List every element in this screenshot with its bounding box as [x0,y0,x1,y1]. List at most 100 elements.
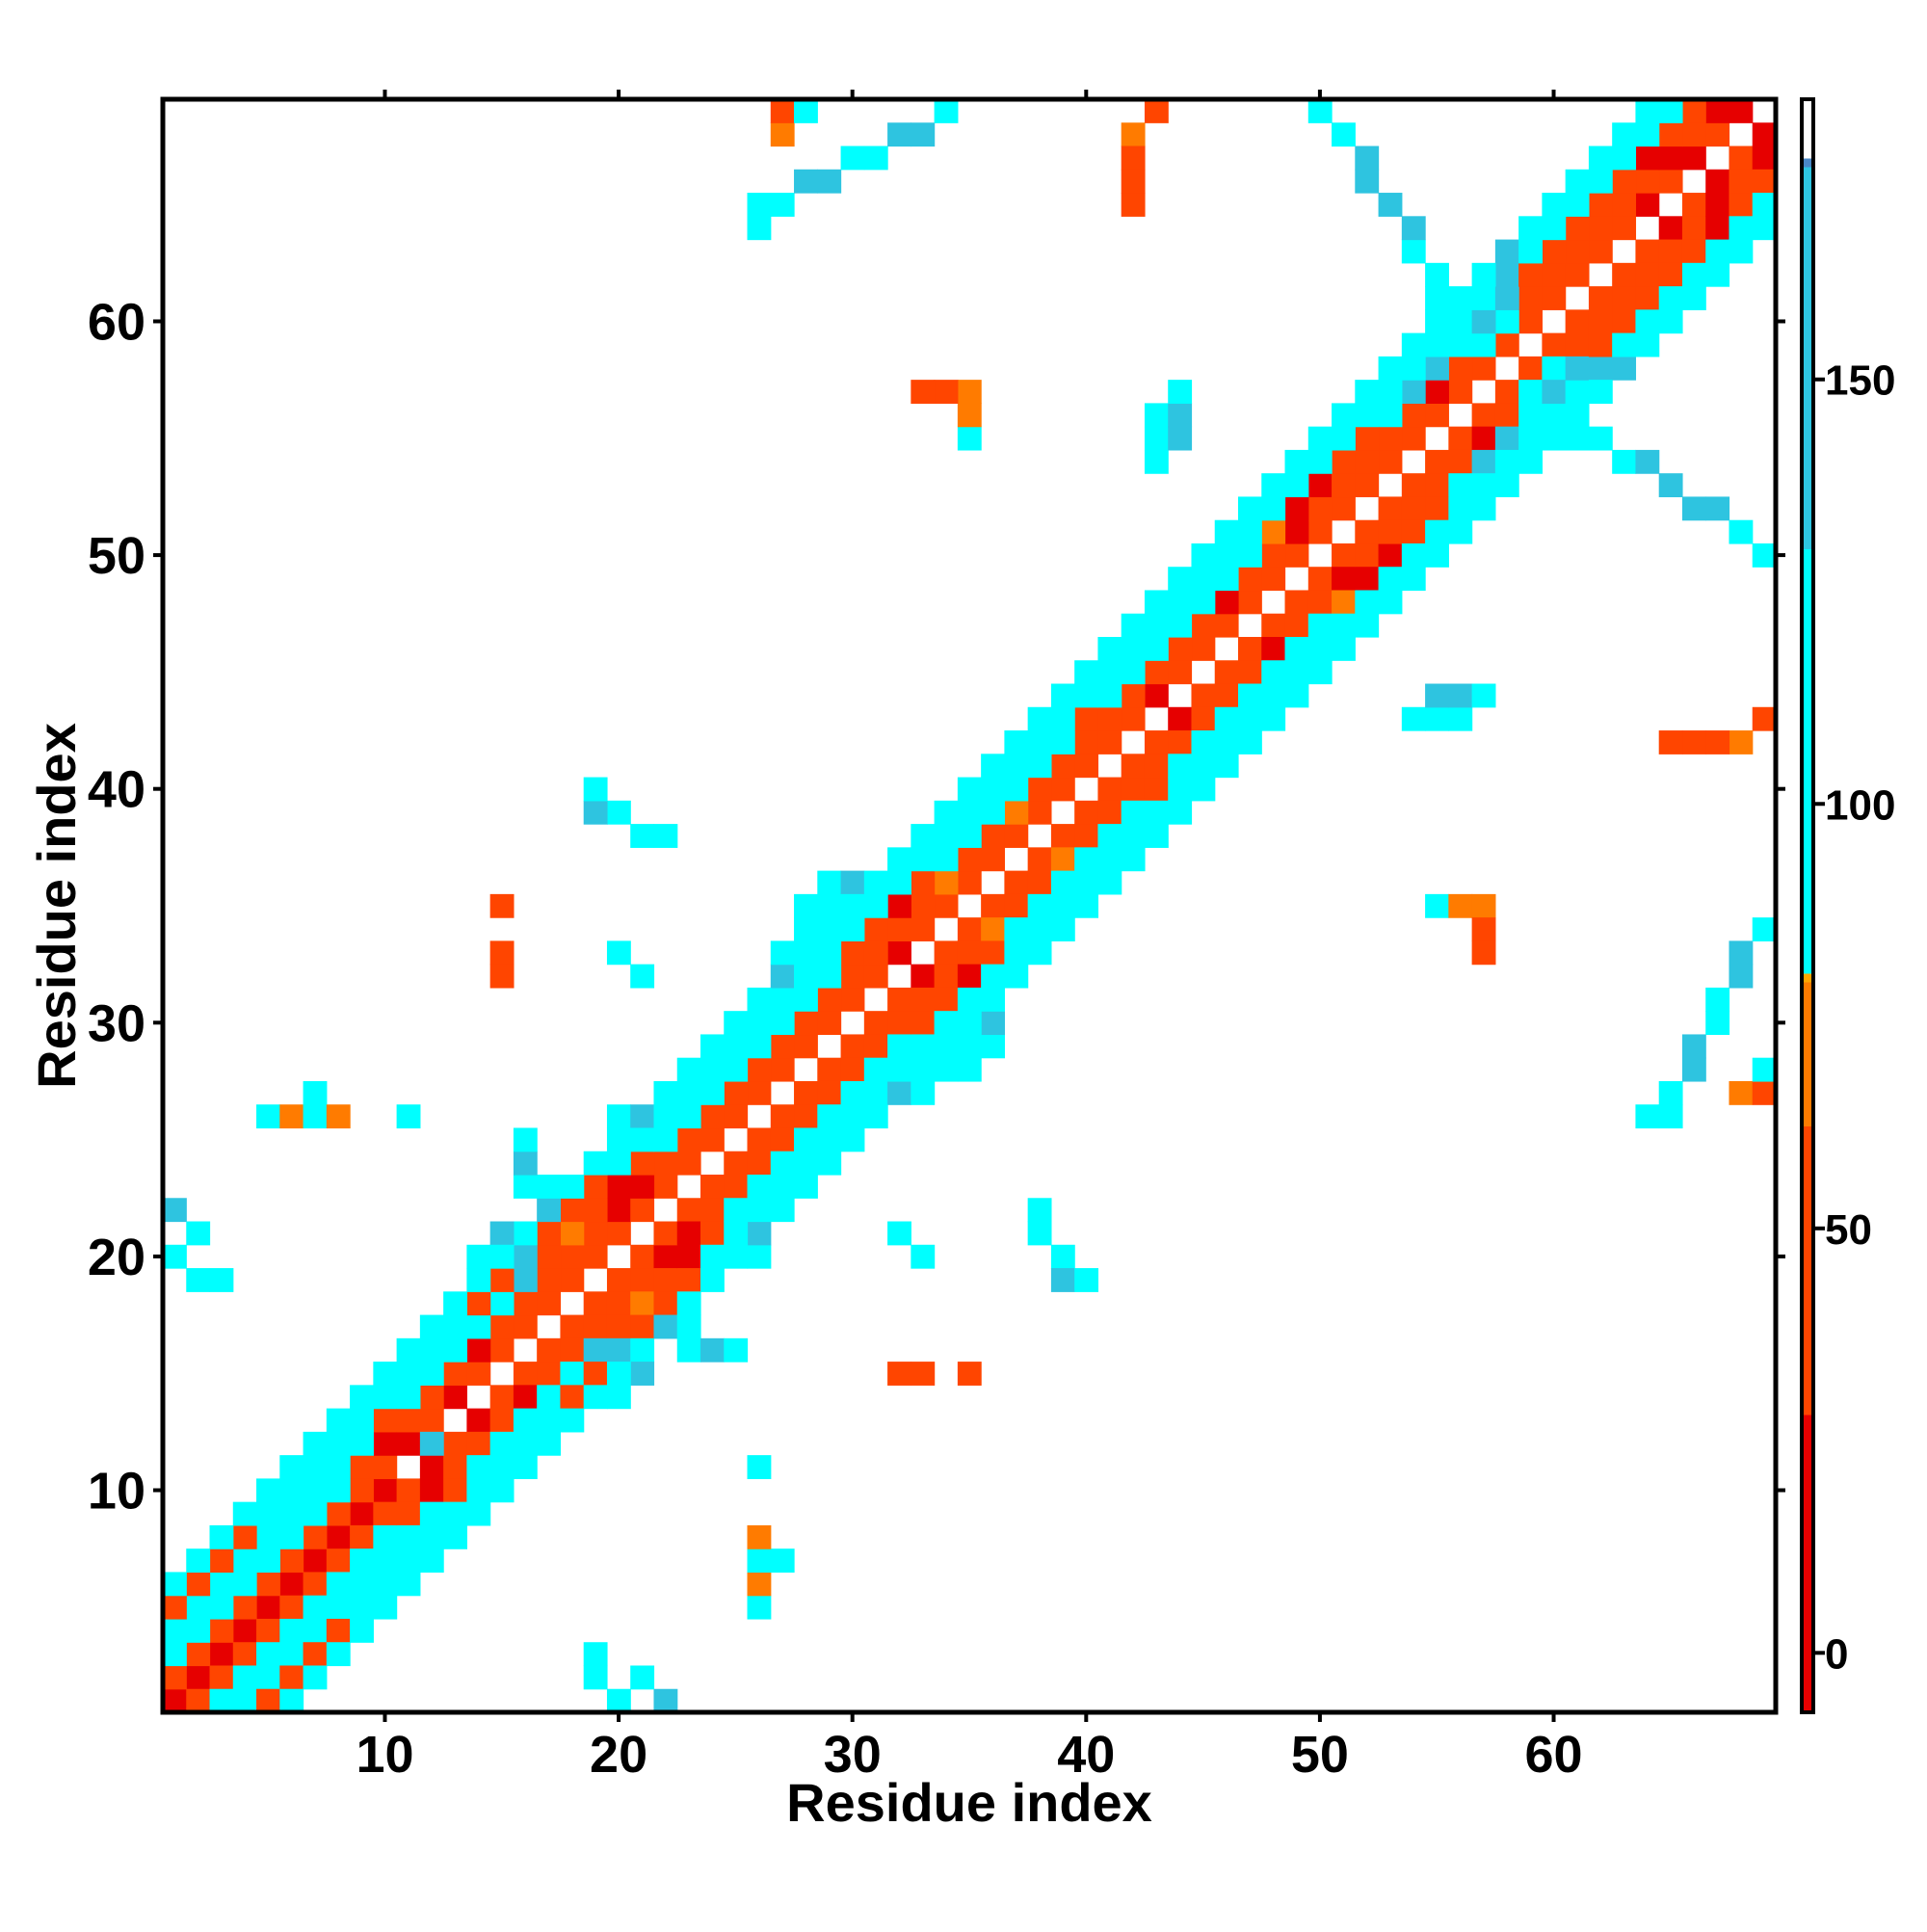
heatmap-cell [1635,169,1660,194]
heatmap-cell [606,1385,631,1410]
heatmap-cell [653,824,678,848]
heatmap-cell [981,940,1005,966]
heatmap-cell [489,1408,515,1433]
heatmap-cell [747,1198,772,1223]
heatmap-cell [911,893,936,918]
heatmap-cell [1214,754,1239,779]
heatmap-cell [1401,706,1426,731]
heatmap-cell [1050,730,1075,754]
heatmap-cell [1681,122,1706,147]
heatmap-cell [1401,380,1426,404]
heatmap-cell [1448,473,1473,498]
heatmap-cell [1612,356,1637,381]
heatmap-cell [1542,356,1567,381]
heatmap-cell [606,800,631,825]
heatmap-cell [1635,286,1660,310]
heatmap-cell [1121,683,1146,708]
heatmap-cell [1494,426,1519,451]
heatmap-cell [770,1548,795,1574]
heatmap-cell [209,1618,234,1643]
heatmap-cell [1752,917,1777,941]
heatmap-cell [326,1618,351,1643]
heatmap-cell [934,1034,959,1059]
heatmap-cell [1752,122,1777,147]
heatmap-cell [419,1408,444,1433]
heatmap-cell [1635,449,1660,474]
heatmap-cell [1355,169,1380,194]
heatmap-cell [186,1221,211,1246]
heatmap-cell [1004,964,1029,989]
heatmap-cell [911,1057,936,1082]
heatmap-cell [396,1501,421,1526]
heatmap-cell [1307,590,1333,615]
heatmap-cell [1681,262,1706,287]
heatmap-cell [1658,1104,1683,1129]
heatmap-cell [1542,332,1567,357]
heatmap-cell [863,917,888,941]
heatmap-cell [630,824,655,848]
heatmap-cell [630,1314,655,1339]
heatmap-cell [957,380,982,404]
heatmap-cell [630,1198,655,1223]
heatmap-cell [1332,637,1356,661]
heatmap-cell [887,987,911,1012]
heatmap-cell [770,1034,795,1059]
heatmap-cell [326,1431,351,1456]
heatmap-cell [232,1665,257,1690]
heatmap-cell [887,1057,911,1082]
heatmap-cell [1612,193,1637,217]
heatmap-cell [1518,262,1543,287]
heatmap-cell [232,1618,257,1643]
heatmap-cell [443,1431,467,1456]
heatmap-cell [630,1175,655,1199]
heatmap-cell [1494,262,1519,287]
heatmap-cell [653,1104,678,1129]
heatmap-cell [303,1104,328,1129]
heatmap-cell [840,870,865,895]
heatmap-cell [303,1080,328,1105]
heatmap-cell [1565,332,1590,357]
heatmap-cell [489,1455,515,1479]
heatmap-cell [1401,543,1426,568]
heatmap-cell [957,847,982,872]
heatmap-cell [770,964,795,989]
heatmap-cell [724,1198,749,1223]
heatmap-cell [1050,870,1075,895]
heatmap-cell [232,1595,257,1620]
heatmap-cell [817,940,842,966]
heatmap-cell [326,1478,351,1503]
heatmap-cell [513,1408,538,1433]
heatmap-cell [1332,122,1356,147]
heatmap-cell [1027,1198,1052,1223]
heatmap-cell [630,1362,655,1386]
heatmap-cell [373,1431,398,1456]
heatmap-cell [1542,262,1567,287]
heatmap-cell [489,940,515,966]
heatmap-cell [1121,847,1146,872]
heatmap-cell [700,1337,725,1363]
heatmap-cell [560,1385,585,1410]
heatmap-cell [653,1151,678,1176]
heatmap-cell [863,1080,888,1105]
heatmap-cell [326,1572,351,1597]
heatmap-cell [443,1524,467,1549]
heatmap-cell [1097,870,1122,895]
heatmap-cell [1752,146,1777,171]
heatmap-cell [1471,403,1496,428]
heatmap-cell [770,1057,795,1082]
heatmap-cell [1144,730,1169,754]
heatmap-cell [1471,449,1496,474]
heatmap-cell [537,1291,562,1316]
x-axis-ticks: 10 20 30 40 50 60 [356,90,1583,1784]
heatmap-cell [1752,1057,1777,1082]
heatmap-cell [653,1688,678,1713]
heatmap-cell [489,1268,515,1292]
heatmap-cell [1144,403,1169,428]
heatmap-cell [303,1665,328,1690]
heatmap-cell [1729,519,1754,544]
heatmap-cell [934,1011,959,1036]
heatmap-cell [911,1080,936,1105]
heatmap-cell [676,1057,701,1082]
heatmap-cell [232,1548,257,1574]
heatmap-cell [981,800,1005,825]
